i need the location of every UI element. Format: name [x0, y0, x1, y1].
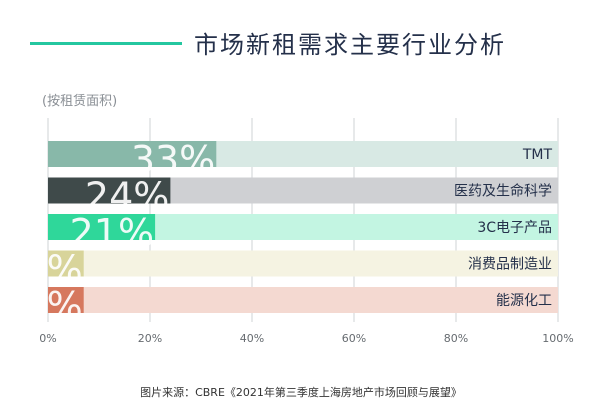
- x-tick-label: 60%: [342, 332, 366, 345]
- bar: [48, 141, 217, 167]
- chart-title: 市场新租需求主要行业分析: [194, 31, 506, 59]
- x-tick-label: 0%: [39, 332, 56, 345]
- source-caption: 图片来源：CBRE《2021年第三季度上海房地产市场回顾与展望》: [140, 386, 462, 399]
- bar-value-label: 21%: [70, 211, 154, 255]
- x-tick-label: 100%: [542, 332, 573, 345]
- bar-track: [48, 287, 558, 313]
- bar: [48, 287, 84, 313]
- category-label: 能源化工: [496, 293, 552, 309]
- category-label: 医药及生命科学: [454, 183, 552, 200]
- bar: [48, 214, 156, 240]
- bar-value-label: 33%: [131, 138, 215, 182]
- bar: [48, 177, 171, 204]
- bar: [48, 250, 84, 277]
- x-tick-label: 40%: [240, 332, 264, 345]
- category-label: 消费品制造业: [468, 257, 552, 273]
- bar-track: [48, 250, 558, 277]
- x-tick-label: 80%: [444, 332, 468, 345]
- category-label: TMT: [522, 147, 553, 163]
- bar-value-label: 7%: [22, 248, 82, 292]
- bar-value-label: 7%: [22, 284, 82, 328]
- bar-value-label: 24%: [85, 175, 169, 219]
- title-accent-line: [30, 42, 182, 45]
- category-label: 3C电子产品: [477, 220, 552, 236]
- x-tick-label: 20%: [138, 332, 162, 345]
- chart-unit-label: (按租赁面积): [42, 94, 118, 109]
